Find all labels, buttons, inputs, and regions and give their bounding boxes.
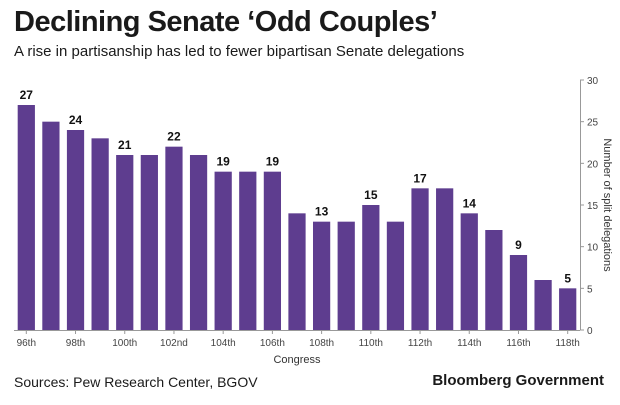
brand-logo-text: Bloomberg Government <box>432 372 604 389</box>
bar <box>559 288 577 330</box>
bar <box>239 171 257 330</box>
x-tick-label: 110th <box>359 338 383 349</box>
chart-title: Declining Senate ‘Odd Couples’ <box>14 6 438 38</box>
bar <box>116 155 134 330</box>
bar <box>288 213 306 330</box>
x-tick-label: 100th <box>112 338 137 349</box>
x-tick-label: 114th <box>457 338 481 349</box>
data-label: 22 <box>167 130 181 144</box>
data-label: 17 <box>413 171 427 185</box>
y-tick-label: 0 <box>587 326 593 337</box>
y-axis-title: Number of split delegations <box>601 138 613 272</box>
source-note: Sources: Pew Research Center, BGOV <box>14 374 258 390</box>
x-tick-label: 108th <box>309 338 334 349</box>
x-tick-label: 106th <box>260 338 285 349</box>
x-tick-label: 112th <box>408 338 432 349</box>
x-tick-label: 118th <box>556 338 580 349</box>
bar <box>140 155 158 330</box>
bar <box>312 221 331 330</box>
bar <box>17 105 35 330</box>
y-tick-label: 25 <box>587 118 599 129</box>
x-tick-label: 102nd <box>160 338 188 349</box>
x-tick-label: 98th <box>66 338 85 349</box>
chart-subtitle: A rise in partisanship has led to fewer … <box>14 43 465 60</box>
bar <box>509 255 528 330</box>
bar <box>263 171 282 330</box>
data-label: 5 <box>564 271 571 285</box>
data-label: 27 <box>20 88 34 102</box>
bar <box>362 205 380 330</box>
bar <box>460 213 478 330</box>
bar <box>42 121 60 331</box>
bar <box>485 230 503 330</box>
y-tick-label: 15 <box>587 201 599 212</box>
x-tick-label: 104th <box>211 338 236 349</box>
y-tick-label: 20 <box>587 159 599 170</box>
bar <box>436 188 454 330</box>
y-tick-label: 10 <box>587 243 599 254</box>
bar <box>534 280 552 330</box>
bar <box>386 221 405 330</box>
bar <box>91 138 109 330</box>
data-label: 21 <box>118 138 132 152</box>
data-label: 24 <box>69 113 83 127</box>
y-tick-label: 5 <box>587 284 593 295</box>
y-tick-label: 30 <box>587 76 599 87</box>
bar <box>189 155 208 330</box>
data-label: 19 <box>216 155 230 169</box>
bar <box>411 188 429 330</box>
x-tick-label: 96th <box>17 338 36 349</box>
x-axis-title: Congress <box>273 354 321 366</box>
bar <box>337 221 355 330</box>
data-label: 9 <box>515 238 522 252</box>
data-label: 14 <box>463 196 477 210</box>
bar <box>165 146 183 330</box>
data-label: 19 <box>266 155 280 169</box>
bar <box>66 130 85 330</box>
data-label: 15 <box>364 188 378 202</box>
x-tick-label: 116th <box>506 338 530 349</box>
bar <box>214 171 232 330</box>
data-label: 13 <box>315 205 329 219</box>
